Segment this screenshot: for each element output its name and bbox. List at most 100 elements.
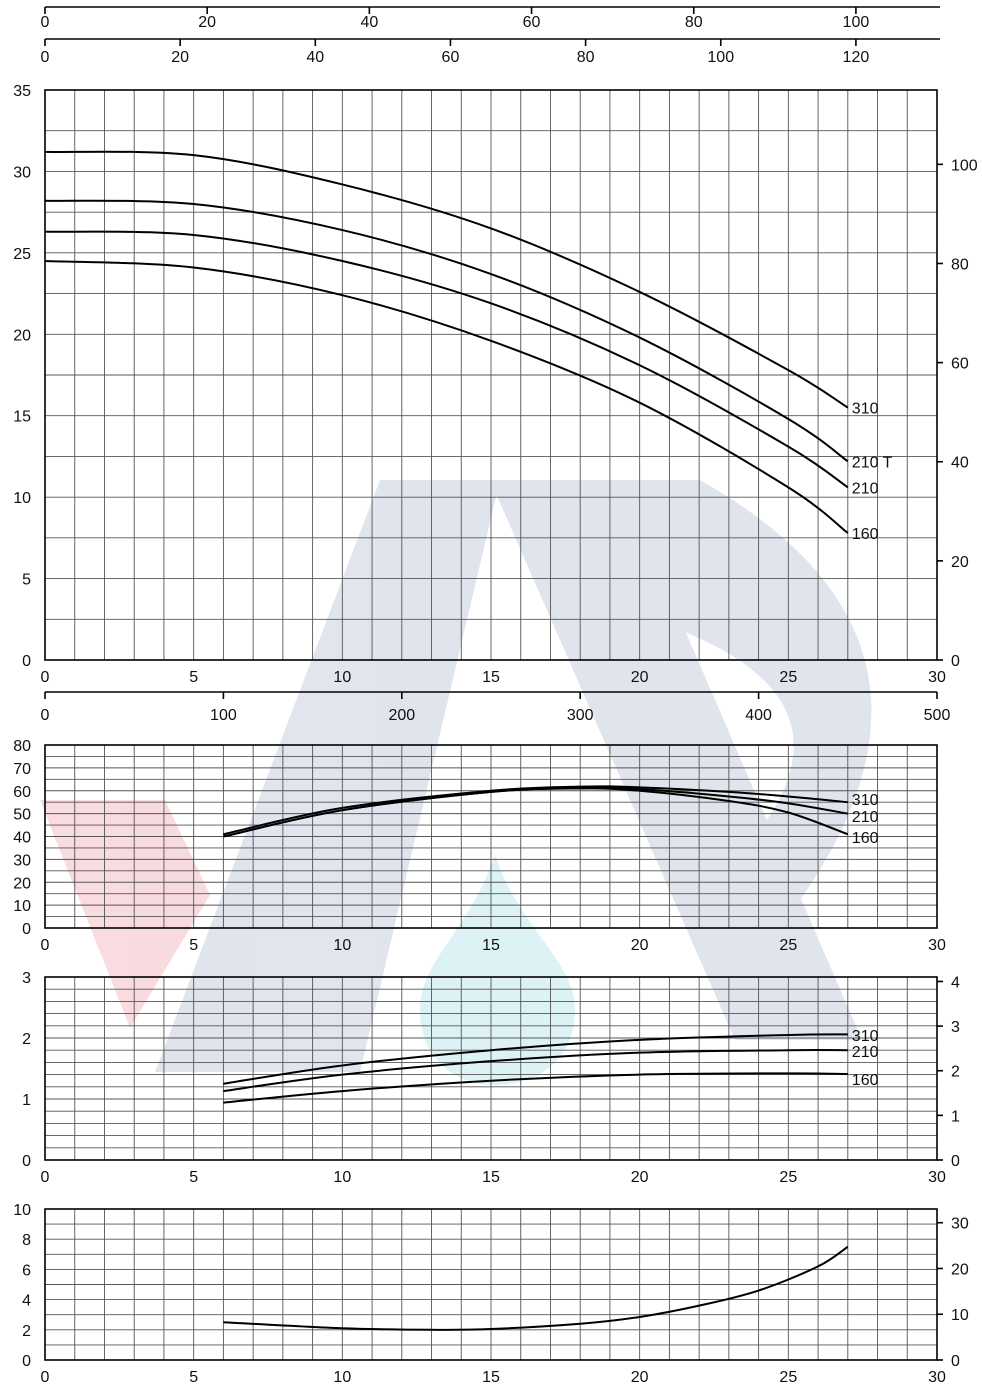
x-tick-label: 15 xyxy=(482,669,500,686)
top-axis-label: 60 xyxy=(523,14,541,31)
y-tick-label: 8 xyxy=(22,1232,31,1249)
top-axis-label: 0 xyxy=(41,49,50,66)
y-tick-label: 5 xyxy=(22,572,31,589)
top-axis-label: 40 xyxy=(306,49,324,66)
y-right-tick-label: 20 xyxy=(951,554,969,571)
y-tick-label: 50 xyxy=(13,807,31,824)
x-tick-label: 30 xyxy=(928,669,946,686)
y-tick-label: 30 xyxy=(13,852,31,869)
series-label: 160 xyxy=(852,830,879,847)
y-tick-label: 0 xyxy=(22,921,31,938)
y-right-tick-label: 100 xyxy=(951,157,978,174)
y-right-tick-label: 3 xyxy=(951,1019,960,1036)
top-axis-label: 400 xyxy=(745,707,772,724)
plot-frame xyxy=(44,89,938,661)
top-axis-label: 0 xyxy=(41,14,50,31)
series-line-160 xyxy=(44,260,849,534)
x-tick-label: 5 xyxy=(189,1169,198,1186)
plot-frame xyxy=(44,744,938,929)
plot-frame xyxy=(44,1208,938,1361)
y-tick-label: 20 xyxy=(13,327,31,344)
x-tick-label: 15 xyxy=(482,937,500,954)
y-right-tick-label: 20 xyxy=(951,1261,969,1278)
series-label: 210 xyxy=(852,809,879,826)
top-axis-label: 500 xyxy=(924,707,951,724)
y-tick-label: 15 xyxy=(13,409,31,426)
y-tick-label: 20 xyxy=(13,875,31,892)
watermark-drop xyxy=(420,855,575,1085)
y-tick-label: 1 xyxy=(22,1092,31,1109)
series-label: 310 xyxy=(852,401,879,418)
x-tick-label: 0 xyxy=(41,937,50,954)
y-right-tick-label: 30 xyxy=(951,1216,969,1233)
y-tick-label: 0 xyxy=(22,653,31,670)
y-right-tick-label: 4 xyxy=(951,974,960,991)
y-tick-label: 0 xyxy=(22,1353,31,1370)
top-axis-label: 300 xyxy=(567,707,594,724)
x-tick-label: 10 xyxy=(333,1369,351,1386)
y-tick-label: 35 xyxy=(13,83,31,100)
x-tick-label: 20 xyxy=(631,1169,649,1186)
series-line-310 xyxy=(223,785,848,836)
y-tick-label: 80 xyxy=(13,738,31,755)
x-tick-label: 15 xyxy=(482,1369,500,1386)
y-right-tick-label: 60 xyxy=(951,356,969,373)
x-tick-label: 20 xyxy=(631,1369,649,1386)
x-tick-label: 15 xyxy=(482,1169,500,1186)
x-tick-label: 25 xyxy=(779,1169,797,1186)
series-label: 310 xyxy=(852,792,879,809)
plot-frame xyxy=(44,976,938,1161)
y-right-tick-label: 10 xyxy=(951,1307,969,1324)
top-axis-label: 80 xyxy=(577,49,595,66)
y-tick-label: 2 xyxy=(22,1031,31,1048)
y-right-tick-label: 40 xyxy=(951,455,969,472)
watermark-shape xyxy=(40,800,210,1028)
series-line-310 xyxy=(223,1033,848,1085)
series-label: 160 xyxy=(852,526,879,543)
top-axis-label: 100 xyxy=(843,14,870,31)
x-tick-label: 10 xyxy=(333,937,351,954)
y-tick-label: 3 xyxy=(22,970,31,987)
x-tick-label: 5 xyxy=(189,669,198,686)
x-tick-label: 30 xyxy=(928,1369,946,1386)
y-right-tick-label: 0 xyxy=(951,1353,960,1370)
top-axis-label: 0 xyxy=(41,707,50,724)
x-tick-label: 10 xyxy=(333,1169,351,1186)
y-tick-label: 40 xyxy=(13,830,31,847)
watermark-logo xyxy=(40,480,872,1085)
panel-power xyxy=(44,976,943,1161)
y-tick-label: 70 xyxy=(13,761,31,778)
top-axis-label: 100 xyxy=(707,49,734,66)
panel-npsh xyxy=(44,1208,943,1361)
x-tick-label: 30 xyxy=(928,1169,946,1186)
y-right-tick-label: 0 xyxy=(951,653,960,670)
watermark-shape xyxy=(155,480,500,1072)
x-tick-label: 0 xyxy=(41,669,50,686)
top-axis-label: 120 xyxy=(843,49,870,66)
series-label: 210 T xyxy=(852,454,893,471)
series-line-210 xyxy=(223,1049,848,1093)
series-line-210 xyxy=(44,230,849,489)
series-line-210-t xyxy=(44,199,849,463)
panel-efficiency xyxy=(44,744,938,929)
y-tick-label: 60 xyxy=(13,784,31,801)
top-axis-label: 60 xyxy=(442,49,460,66)
x-tick-label: 25 xyxy=(779,937,797,954)
y-right-tick-label: 1 xyxy=(951,1108,960,1125)
series-line-npsh xyxy=(223,1245,849,1331)
series-label: 160 xyxy=(852,1072,879,1089)
series-label: 210 xyxy=(852,480,879,497)
x-tick-label: 0 xyxy=(41,1369,50,1386)
series-line-160 xyxy=(223,1072,848,1104)
series-line-160 xyxy=(223,787,849,838)
x-tick-label: 5 xyxy=(189,1369,198,1386)
y-tick-label: 2 xyxy=(22,1323,31,1340)
series-label: 210 xyxy=(852,1044,879,1061)
x-tick-label: 30 xyxy=(928,937,946,954)
top-axis-label: 200 xyxy=(388,707,415,724)
y-tick-label: 30 xyxy=(13,164,31,181)
x-tick-label: 20 xyxy=(631,937,649,954)
watermark-shape xyxy=(490,480,862,1040)
top-axis-label: 40 xyxy=(360,14,378,31)
